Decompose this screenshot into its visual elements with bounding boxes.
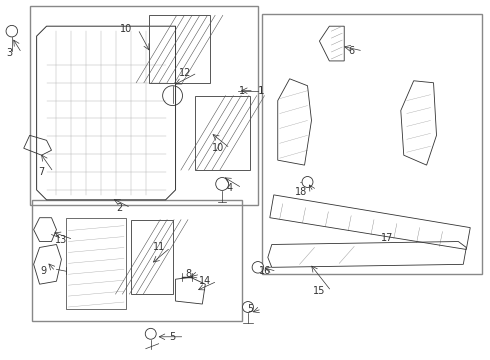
Text: 5: 5 [170, 332, 176, 342]
Text: 13: 13 [55, 234, 68, 244]
Text: 11: 11 [152, 243, 165, 252]
Text: 12: 12 [179, 68, 192, 78]
Text: 1: 1 [258, 86, 265, 96]
Text: 17: 17 [381, 233, 393, 243]
Text: 14: 14 [199, 276, 211, 286]
Circle shape [145, 328, 156, 339]
Text: 10: 10 [120, 24, 132, 34]
Circle shape [6, 26, 18, 37]
Circle shape [243, 302, 253, 312]
Text: 10: 10 [212, 143, 224, 153]
Text: 15: 15 [313, 286, 326, 296]
Text: 6: 6 [348, 46, 354, 56]
Text: 8: 8 [185, 269, 192, 279]
Text: 9: 9 [41, 266, 47, 276]
Text: 5: 5 [247, 304, 253, 314]
Text: 1: 1 [239, 86, 245, 96]
Text: 3: 3 [7, 48, 13, 58]
Circle shape [302, 176, 313, 188]
Text: 16: 16 [259, 266, 271, 276]
Text: 7: 7 [38, 167, 45, 177]
Text: 2: 2 [116, 203, 122, 213]
Circle shape [216, 177, 229, 190]
Circle shape [252, 262, 264, 273]
Text: 4: 4 [227, 183, 233, 193]
Text: 18: 18 [295, 187, 308, 197]
